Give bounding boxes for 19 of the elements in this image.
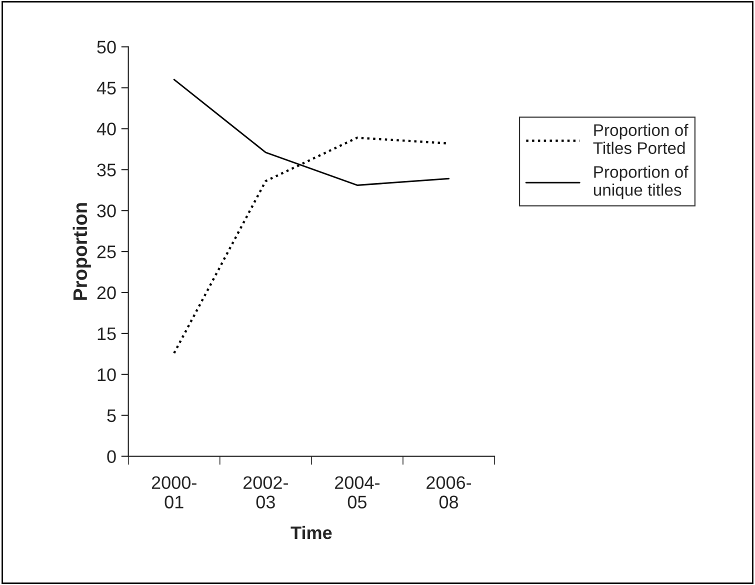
y-tick-label: 40 [96, 122, 116, 136]
x-tick-label: 2002- 03 [243, 476, 288, 508]
y-tick-label: 0 [107, 450, 116, 464]
y-tick-label: 50 [97, 40, 116, 54]
x-tick-label: 2004- 05 [335, 476, 380, 508]
y-tick-label: 35 [97, 164, 116, 176]
y-tick-label: 30 [97, 204, 116, 218]
y-tick-label: 25 [97, 245, 116, 258]
x-tick-label: 2000- 01 [152, 476, 196, 508]
y-tick-label: 20 [97, 286, 116, 300]
y-tick-label: 15 [98, 328, 116, 340]
y-tick-label: 10 [98, 368, 116, 382]
legend-label: Proportion of unique titles [594, 166, 688, 200]
y-tick-label: 5 [107, 409, 116, 422]
x-axis-title: Time [290, 526, 332, 540]
y-axis-title: Proportion [72, 203, 91, 300]
y-tick-label: 45 [96, 82, 116, 94]
x-tick-label: 2006- 08 [426, 476, 472, 508]
legend-label: Proportion of Titles Ported [593, 124, 688, 154]
